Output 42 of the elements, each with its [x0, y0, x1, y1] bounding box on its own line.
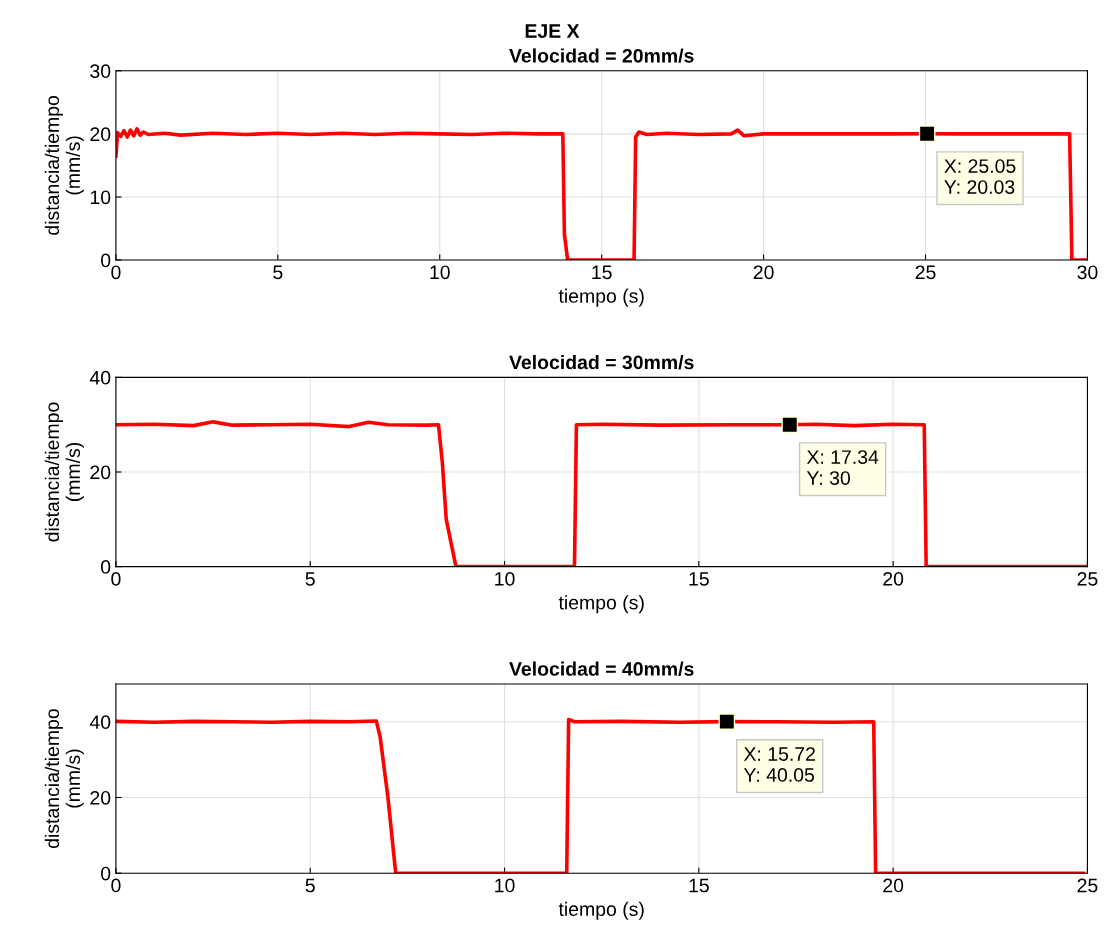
x-axis-title: tiempo (s) [558, 595, 644, 614]
x-tick-label: 5 [305, 878, 315, 893]
y-axis-title: distancia/tiempo (mm/s) [44, 709, 84, 849]
annotation: X: 25.05 Y: 20.03 [944, 159, 1016, 194]
chart-title: EJE X [525, 24, 580, 38]
chart-title: Velocidad = 40mm/s [509, 661, 694, 677]
y-tick-label: 20 [90, 127, 111, 142]
x-tick-label: 10 [495, 878, 515, 893]
chart-title: Velocidad = 30mm/s [509, 354, 694, 370]
x-tick-label: 15 [689, 878, 709, 893]
x-tick-label: 15 [592, 265, 612, 280]
x-tick-label: 20 [883, 878, 904, 893]
y-axis-title: distancia/tiempo (mm/s) [44, 95, 84, 235]
chart-subtitle: Velocidad = 20mm/s [509, 48, 694, 63]
x-tick-label: 0 [111, 572, 121, 586]
x-tick-label: 20 [753, 265, 774, 280]
y-tick-label: 0 [101, 560, 111, 574]
x-tick-label: 25 [1077, 572, 1098, 586]
y-tick-label: 40 [89, 370, 111, 385]
x-tick-label: 20 [883, 572, 904, 586]
x-tick-label: 30 [1077, 265, 1098, 280]
annotation: X: 15.72 Y: 40.05 [743, 747, 815, 782]
y-tick-label: 20 [90, 790, 111, 805]
x-axis-title: tiempo (s) [558, 288, 644, 307]
x-tick-label: 5 [305, 572, 315, 586]
x-tick-label: 10 [495, 572, 515, 586]
x-tick-label: 15 [689, 572, 709, 586]
x-tick-label: 25 [915, 265, 936, 280]
x-tick-label: 0 [111, 878, 121, 893]
y-tick-label: 40 [89, 715, 111, 730]
y-tick-label: 20 [90, 465, 111, 480]
y-tick-label: 30 [90, 64, 111, 79]
y-tick-label: 0 [101, 866, 111, 881]
x-tick-label: 25 [1077, 878, 1098, 893]
y-tick-label: 10 [90, 190, 111, 205]
y-axis-title: distancia/tiempo (mm/s) [44, 402, 84, 542]
x-tick-label: 10 [430, 265, 450, 280]
annotation: X: 17.34 Y: 30 [806, 450, 879, 485]
x-tick-label: 0 [111, 265, 121, 280]
x-tick-label: 5 [273, 265, 283, 280]
y-tick-label: 0 [101, 253, 111, 268]
x-axis-title: tiempo (s) [558, 901, 644, 920]
